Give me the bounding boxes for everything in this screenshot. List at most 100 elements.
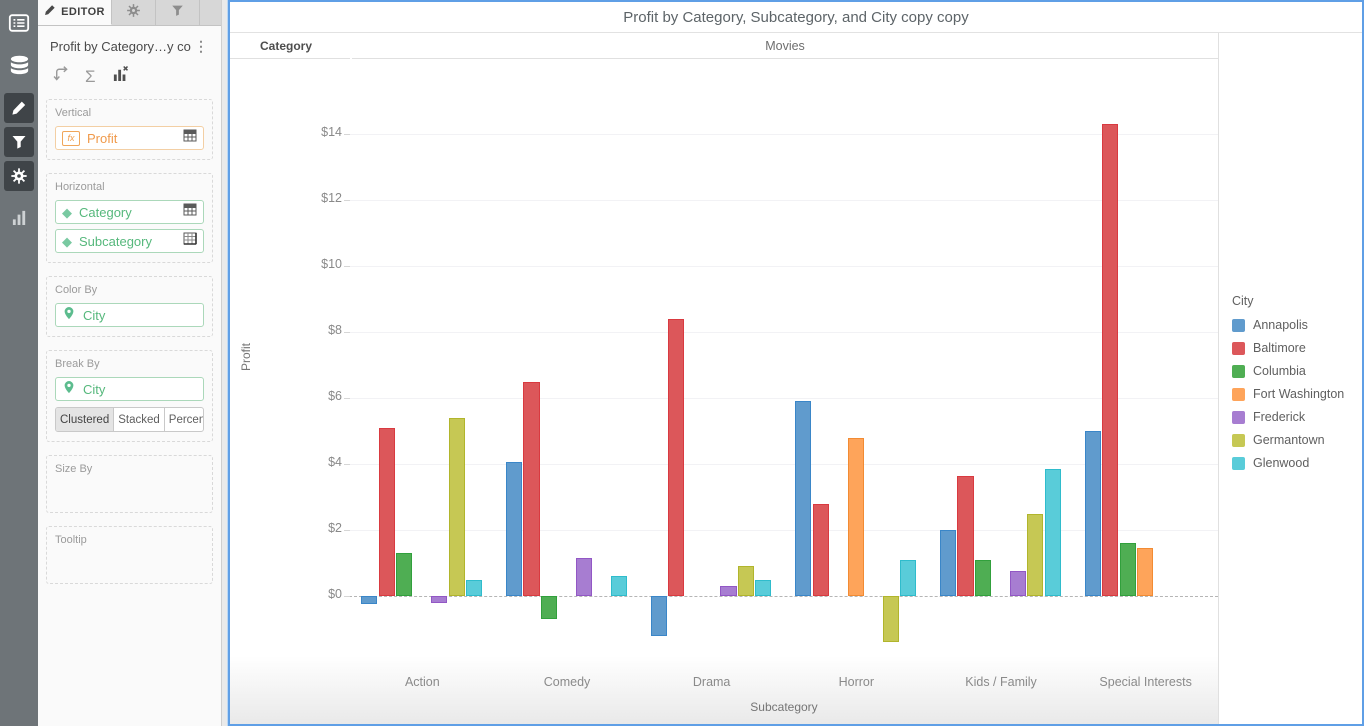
bar-frederick-kids-family[interactable] <box>1009 571 1026 597</box>
field-pill-category[interactable]: ◆ Category <box>55 200 204 224</box>
bar-fort-washington-horror[interactable] <box>847 437 864 596</box>
mode-percent[interactable]: Percent <box>168 413 203 426</box>
left-rail <box>0 0 38 726</box>
bar-annapolis-kids-family[interactable] <box>940 530 957 596</box>
bar-frederick-action[interactable] <box>431 596 448 603</box>
bar-baltimore-comedy[interactable] <box>523 381 540 596</box>
fx-icon: fx <box>62 130 80 146</box>
y-tick-mark <box>344 332 350 333</box>
grid-icon[interactable] <box>183 203 197 221</box>
bar-baltimore-horror[interactable] <box>812 503 829 596</box>
bar-germantown-drama[interactable] <box>737 566 754 596</box>
y-tick-mark <box>344 398 350 399</box>
mode-stacked[interactable]: Stacked <box>114 408 165 431</box>
bar-baltimore-action[interactable] <box>378 427 395 596</box>
legend-label: Germantown <box>1253 433 1325 447</box>
bar-glenwood-horror[interactable] <box>899 559 917 596</box>
kebab-menu-icon[interactable]: ⋮ <box>194 38 208 54</box>
bar-annapolis-drama[interactable] <box>650 596 667 636</box>
section-break-by: Break By City Clustered Stacked Percent <box>46 350 213 442</box>
field-pill-profit[interactable]: fx Profit <box>55 126 204 150</box>
bar-annapolis-horror[interactable] <box>795 401 812 596</box>
bar-columbia-action[interactable] <box>396 553 413 596</box>
y-tick-label: $8 <box>328 323 342 337</box>
x-axis-label-horror: Horror <box>838 675 875 689</box>
bar-columbia-special-interests[interactable] <box>1119 543 1136 596</box>
grid-icon[interactable] <box>183 232 197 250</box>
swap-axes-icon[interactable] <box>52 65 69 87</box>
field-pill-city-color[interactable]: City <box>55 303 204 327</box>
gridline <box>350 464 1218 465</box>
pencil-icon[interactable] <box>4 93 34 123</box>
gear-icon[interactable] <box>4 161 34 191</box>
bar-columbia-comedy[interactable] <box>540 596 558 620</box>
field-pill-subcategory[interactable]: ◆ Subcategory <box>55 229 204 253</box>
bar-baltimore-kids-family[interactable] <box>957 475 974 597</box>
bar-columbia-kids-family[interactable] <box>974 559 992 596</box>
mode-clustered[interactable]: Clustered <box>56 408 115 431</box>
legend: City Annapolis Baltimore Columbia Fort Wash… <box>1232 294 1360 479</box>
bar-glenwood-comedy[interactable] <box>610 576 627 596</box>
section-size-by[interactable]: Size By <box>46 455 213 513</box>
sigma-icon[interactable]: Σ <box>85 66 96 86</box>
funnel-icon <box>171 4 184 22</box>
bar-germantown-action[interactable] <box>448 417 465 596</box>
gridline <box>350 530 1218 531</box>
y-tick-label: $2 <box>328 521 342 535</box>
bar-fort-washington-special-interests[interactable] <box>1137 548 1154 596</box>
legend-separator <box>1218 33 1219 724</box>
x-axis-label-comedy: Comedy <box>543 675 591 689</box>
field-pill-city-break[interactable]: City <box>55 377 204 401</box>
legend-item-columbia[interactable]: Columbia <box>1232 364 1360 378</box>
y-tick-mark <box>344 134 350 135</box>
tab-filters[interactable] <box>156 0 200 25</box>
legend-item-fort-washington[interactable]: Fort Washington <box>1232 387 1360 401</box>
bar-baltimore-drama[interactable] <box>668 318 685 596</box>
funnel-icon[interactable] <box>4 127 34 157</box>
bar-frederick-comedy[interactable] <box>575 558 592 596</box>
category-value-cell: Movies <box>352 33 1218 59</box>
tab-editor[interactable]: EDITOR <box>38 0 112 25</box>
bar-annapolis-action[interactable] <box>361 596 378 605</box>
grid-icon[interactable] <box>183 129 197 147</box>
bar-germantown-horror[interactable] <box>882 596 899 643</box>
chart-remove-icon[interactable] <box>112 65 129 87</box>
pin-icon <box>62 306 76 325</box>
gridline <box>350 398 1218 399</box>
bar-annapolis-special-interests[interactable] <box>1084 431 1101 596</box>
bar-germantown-kids-family[interactable] <box>1027 513 1044 596</box>
plot-area: $0 $2 $4 $6 $8 $10 $12 $14 Action Comedy Drama Horr… <box>321 59 1218 689</box>
tab-settings[interactable] <box>112 0 156 25</box>
chart-title: Profit by Category, Subcategory, and Cit… <box>230 2 1362 33</box>
section-color-by: Color By City <box>46 276 213 337</box>
bar-baltimore-special-interests[interactable] <box>1102 124 1119 596</box>
y-tick-label: $4 <box>328 455 342 469</box>
legend-item-frederick[interactable]: Frederick <box>1232 410 1360 424</box>
x-axis-title: Subcategory <box>750 700 818 714</box>
bar-chart-icon[interactable] <box>4 202 34 232</box>
bar-glenwood-drama[interactable] <box>755 579 772 596</box>
bar-frederick-drama[interactable] <box>720 586 737 596</box>
legend-item-glenwood[interactable]: Glenwood <box>1232 456 1360 470</box>
legend-item-baltimore[interactable]: Baltimore <box>1232 341 1360 355</box>
y-tick-mark <box>344 266 350 267</box>
break-mode-segmented-control: Clustered Stacked Percent <box>55 407 204 432</box>
database-icon[interactable] <box>4 50 34 80</box>
list-icon[interactable] <box>4 8 34 38</box>
legend-title: City <box>1232 294 1254 308</box>
legend-label: Frederick <box>1253 410 1306 424</box>
y-tick-mark <box>344 200 350 201</box>
legend-item-germantown[interactable]: Germantown <box>1232 433 1360 447</box>
chart-widget[interactable]: Profit by Category, Subcategory, and Cit… <box>228 0 1364 726</box>
section-label: Tooltip <box>55 534 87 546</box>
bar-glenwood-action[interactable] <box>465 579 483 596</box>
bar-glenwood-kids-family[interactable] <box>1044 468 1061 596</box>
legend-item-annapolis[interactable]: Annapolis <box>1232 318 1360 332</box>
section-label: Vertical <box>55 107 92 119</box>
section-tooltip[interactable]: Tooltip <box>46 526 213 584</box>
section-vertical: Vertical fx Profit <box>46 99 213 160</box>
y-tick-mark <box>344 464 350 465</box>
bar-annapolis-comedy[interactable] <box>506 462 523 597</box>
section-label: Break By <box>55 358 100 370</box>
